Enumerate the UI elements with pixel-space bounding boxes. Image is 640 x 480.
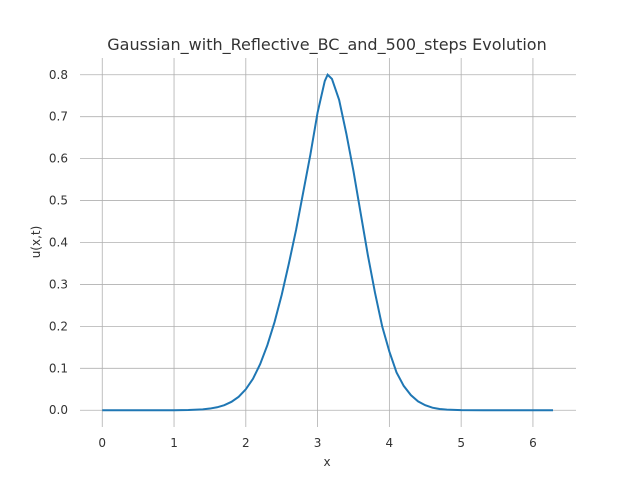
x-tick-label: 3	[314, 436, 322, 450]
y-tick-label: 0.4	[49, 236, 68, 250]
y-tick-labels: 0.0 0.1 0.2 0.3 0.4 0.5 0.6 0.7 0.8	[49, 68, 68, 417]
y-tick-label: 0.6	[49, 152, 68, 166]
x-tick-label: 1	[170, 436, 178, 450]
x-tick-label: 0	[98, 436, 106, 450]
x-tick-labels: 0 1 2 3 4 5 6	[98, 436, 536, 450]
y-tick-label: 0.5	[49, 194, 68, 208]
y-tick-label: 0.7	[49, 110, 68, 124]
series-line	[102, 73, 554, 412]
y-tick-label: 0.3	[49, 277, 68, 291]
y-tick-label: 0.8	[49, 68, 68, 82]
grid	[80, 58, 576, 427]
y-axis-label: u(x,t)	[29, 226, 43, 259]
series-layer	[102, 73, 554, 412]
x-tick-label: 5	[457, 436, 465, 450]
x-tick-label: 2	[242, 436, 250, 450]
x-axis-label: x	[323, 455, 330, 469]
y-tick-label: 0.1	[49, 361, 68, 375]
y-tick-label: 0.0	[49, 403, 68, 417]
x-tick-label: 4	[386, 436, 394, 450]
y-tick-label: 0.2	[49, 319, 68, 333]
x-tick-label: 6	[529, 436, 537, 450]
chart-title: Gaussian_with_Reflective_BC_and_500_step…	[107, 35, 546, 55]
